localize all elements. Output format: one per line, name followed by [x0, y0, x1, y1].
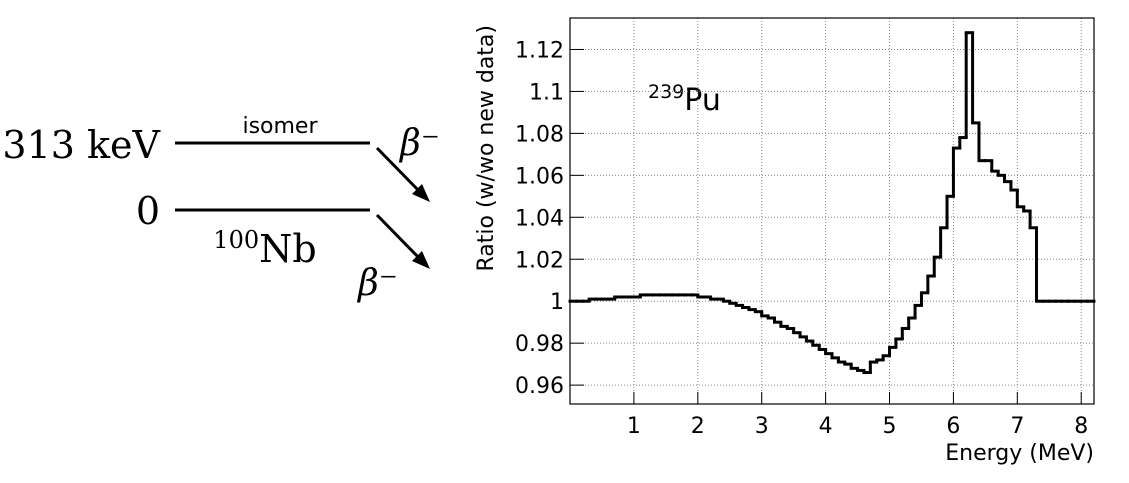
level-label: isomer	[242, 114, 318, 139]
mass-number: 239	[648, 81, 684, 103]
decay-arrow	[375, 146, 424, 196]
x-tick-label: 1	[627, 414, 641, 439]
element: Nb	[259, 227, 317, 271]
y-tick-label: 1.06	[515, 164, 564, 189]
y-tick-label: 1.1	[529, 80, 564, 105]
x-tick-label: 8	[1074, 414, 1088, 439]
decay-label: β⁻	[356, 263, 398, 304]
x-tick-label: 3	[755, 414, 769, 439]
y-tick-label: 1	[550, 290, 564, 315]
y-tick-label: 1.12	[515, 38, 564, 63]
decay-arrow	[375, 213, 424, 263]
y-tick-label: 1.02	[515, 248, 564, 273]
x-tick-label: 2	[691, 414, 705, 439]
y-tick-label: 0.96	[515, 374, 564, 399]
plot-frame	[569, 17, 1095, 405]
decay-label: β⁻	[398, 123, 440, 164]
level-diagram: 313 keV isomer 0 100Nb β⁻ β⁻	[2, 114, 439, 304]
ground-energy: 0	[136, 189, 160, 233]
y-axis-label: Ratio (w/wo new data)	[474, 25, 499, 272]
chart: Ratio (w/wo new data) Energy (MeV) 239Pu…	[474, 17, 1096, 466]
x-tick-label: 7	[1010, 414, 1024, 439]
arrow-head	[412, 184, 430, 202]
mass-number: 100	[213, 226, 259, 254]
y-tick-label: 0.98	[515, 332, 564, 357]
x-tick-label: 4	[819, 414, 833, 439]
annotation: 239Pu	[648, 81, 721, 118]
x-axis-label: Energy (MeV)	[945, 441, 1094, 466]
nuclide: 100Nb	[213, 226, 316, 271]
y-tick-label: 1.08	[515, 122, 564, 147]
element: Pu	[684, 83, 721, 118]
x-tick-label: 6	[946, 414, 960, 439]
level-energy: 313 keV	[2, 123, 160, 167]
y-tick-label: 1.04	[515, 206, 564, 231]
x-tick-label: 5	[883, 414, 897, 439]
arrow-head	[412, 251, 430, 269]
